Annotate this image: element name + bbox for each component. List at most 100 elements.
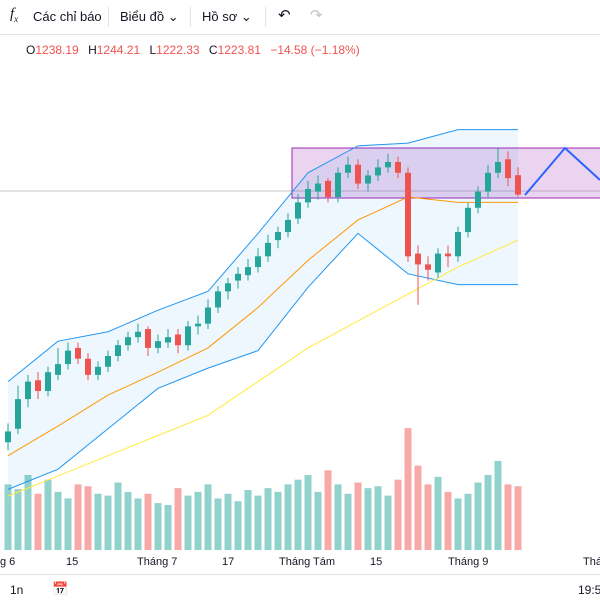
candle-body [55, 364, 61, 375]
candle-body [175, 334, 181, 346]
volume-bar [24, 475, 32, 550]
candle-body [145, 329, 151, 348]
candle-body [35, 380, 41, 392]
volume-bar [284, 484, 292, 550]
volume-bar [154, 503, 162, 550]
x-label: 17 [222, 556, 234, 568]
volume-bar [354, 482, 362, 550]
volume-bar [344, 493, 352, 550]
candle-body [385, 162, 391, 168]
indicators-button[interactable]: Các chỉ báo [33, 9, 102, 24]
volume-bar [54, 491, 62, 550]
bottom-bar: 1n 📅 19:5 [0, 574, 600, 601]
candle-body [325, 180, 331, 198]
volume-bar [184, 495, 192, 550]
volume-bar [124, 491, 132, 550]
band-fill [8, 129, 518, 490]
volume-bar [114, 482, 122, 550]
volume-bar [454, 498, 462, 550]
candle-body [235, 273, 241, 281]
candle-body [115, 345, 121, 356]
redo-button[interactable]: ↷ [310, 7, 323, 24]
x-label: Tháng 9 [448, 556, 488, 568]
chart: g 6 15 Tháng 7 17 Tháng Tám 15 Tháng 9 T… [0, 129, 600, 568]
candle-body [485, 172, 491, 192]
volume-bar [84, 486, 92, 550]
volume-bar [14, 489, 22, 550]
c-label: C [208, 43, 218, 57]
volume-bar [244, 490, 252, 550]
volume-bar [504, 484, 512, 550]
volume-bar [194, 491, 202, 550]
clock: 19:5 [578, 583, 600, 597]
x-label: Tháng 7 [137, 556, 177, 568]
candle-body [225, 283, 231, 292]
candle-body [65, 350, 71, 365]
volume-bar [264, 488, 272, 550]
candle-body [495, 162, 501, 173]
candle-body [245, 267, 251, 276]
candle-body [355, 164, 361, 184]
candle-body [275, 232, 281, 241]
candle-body [505, 159, 511, 179]
volume-bar [134, 498, 142, 550]
candle-body [125, 337, 131, 346]
separator [108, 7, 109, 27]
candle-body [205, 307, 211, 324]
h-value: 1244.21 [96, 43, 141, 57]
volume-bar [64, 498, 72, 550]
candle-body [445, 253, 451, 257]
change: −14.58 (−1.18%) [270, 43, 360, 57]
volume-bar [304, 475, 312, 550]
zigzag-drawing [524, 146, 600, 196]
profile-label: Hồ sơ [202, 9, 238, 24]
chart-type-label: Biểu đồ [120, 9, 165, 24]
volume-bar [404, 428, 412, 550]
candle-body [5, 431, 11, 443]
candle-body [405, 172, 411, 257]
candle-body [75, 347, 81, 359]
volume-bar [484, 475, 492, 550]
volume-bar [364, 488, 372, 550]
candle-body [95, 366, 101, 375]
chart-type-button[interactable]: Biểu đồ ⌄ [120, 9, 179, 24]
candle-body [305, 188, 311, 203]
candle-body [45, 372, 51, 392]
undo-button[interactable]: ↶ [278, 7, 291, 24]
candle-body [285, 219, 291, 233]
candle-body [335, 172, 341, 198]
volume-bar [314, 491, 322, 550]
volume-bar [464, 493, 472, 550]
candle-body [165, 337, 171, 343]
date-range-icon[interactable]: 📅 [52, 581, 69, 596]
candle-body [15, 399, 21, 429]
x-label: Tháng Tám [279, 556, 335, 568]
volume-bar [374, 486, 382, 550]
volume-bar [444, 491, 452, 550]
indicator-line [7, 232, 518, 490]
volume-bar [164, 505, 172, 550]
candle-body [85, 358, 91, 375]
h-label: H [88, 43, 97, 57]
profile-button[interactable]: Hồ sơ ⌄ [202, 9, 252, 24]
ohlc-header: O1238.19 H1244.21 L1222.33 C1223.81 −14.… [26, 43, 366, 57]
candle-body [135, 331, 141, 338]
toolbar: fx Các chỉ báo Biểu đồ ⌄ Hồ sơ ⌄ ↶ ↷ [0, 0, 600, 35]
volume-bar [214, 498, 222, 550]
separator [190, 7, 191, 27]
fx-icon[interactable]: fx [10, 6, 19, 24]
volume-bar [224, 493, 232, 550]
volume-bar [204, 484, 212, 550]
x-label: 15 [66, 556, 78, 568]
candle-body [515, 175, 521, 195]
candle-body [365, 175, 371, 184]
candle-body [315, 183, 321, 192]
candle-body [475, 191, 481, 208]
volume-bar [424, 484, 432, 550]
candle-body [295, 202, 301, 219]
volume-bar [144, 493, 152, 550]
o-label: O [26, 43, 36, 57]
indicator-line [7, 196, 518, 457]
candle-body [25, 381, 31, 400]
range-button[interactable]: 1n [10, 583, 24, 597]
